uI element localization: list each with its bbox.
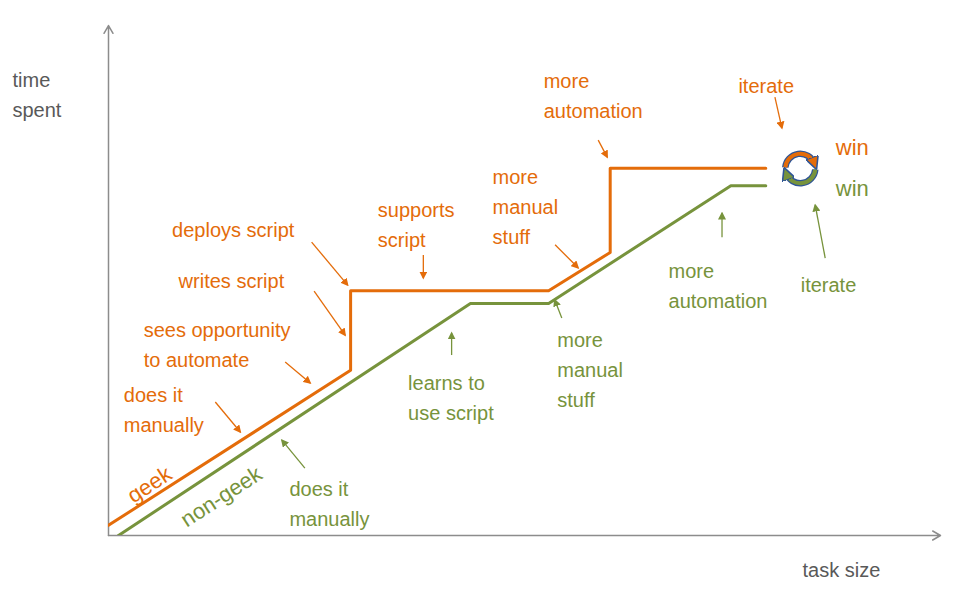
- svg-text:win: win: [835, 176, 869, 201]
- svg-text:supportsscript: supportsscript: [378, 199, 455, 251]
- svg-text:does itmanually: does itmanually: [124, 384, 204, 436]
- svg-text:moremanualstuff: moremanualstuff: [557, 329, 623, 411]
- svg-text:geek: geek: [123, 461, 177, 508]
- svg-text:does itmanually: does itmanually: [289, 478, 369, 530]
- svg-text:deploys script: deploys script: [172, 219, 295, 241]
- svg-text:learns touse script: learns touse script: [408, 372, 494, 424]
- svg-text:non-geek: non-geek: [176, 460, 267, 531]
- svg-text:moreautomation: moreautomation: [544, 70, 643, 122]
- svg-text:timespent: timespent: [13, 69, 62, 121]
- svg-text:task size: task size: [803, 559, 881, 581]
- svg-text:iterate: iterate: [801, 274, 857, 296]
- svg-text:win: win: [835, 135, 869, 160]
- svg-text:moreautomation: moreautomation: [669, 260, 768, 312]
- svg-text:writes script: writes script: [178, 270, 285, 292]
- svg-text:sees opportunityto automate: sees opportunityto automate: [144, 319, 291, 371]
- svg-text:iterate: iterate: [738, 75, 794, 97]
- svg-text:moremanualstuff: moremanualstuff: [493, 166, 559, 248]
